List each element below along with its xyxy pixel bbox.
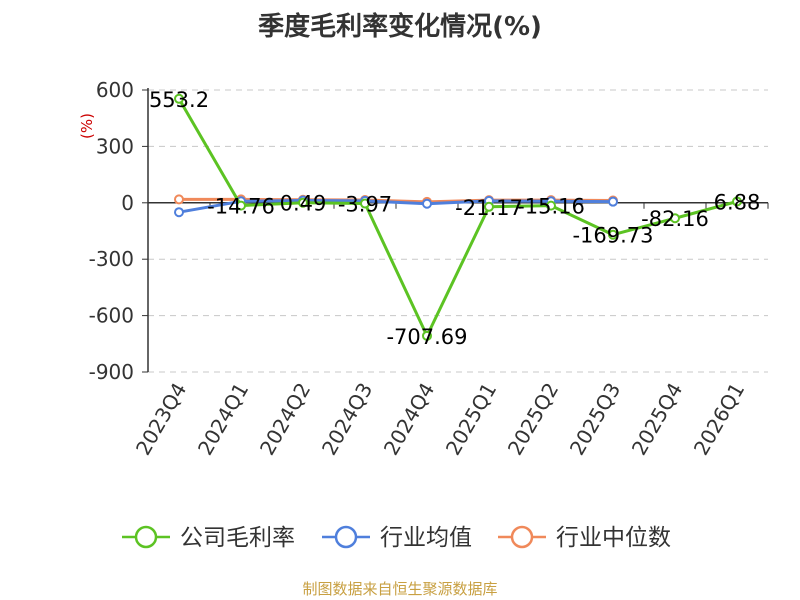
y-tick-label: 300 (96, 134, 134, 158)
y-tick-label: -600 (89, 304, 134, 328)
series-point-0 (236, 200, 246, 211)
series-point-0 (360, 198, 370, 209)
data-label-layer: 553.2 -14.76 0.49 -3.97 -707.69 -21.17-15.16 -… (149, 88, 760, 349)
y-tick-label: 0 (121, 191, 134, 215)
series-point-0 (298, 197, 308, 208)
series-point-0 (608, 229, 618, 240)
series-point-2 (174, 194, 184, 205)
series-point-0 (670, 213, 680, 224)
series-point-0 (732, 196, 742, 207)
x-tick-label: 2025Q3 (565, 379, 625, 460)
x-tick-label: 2024Q2 (255, 379, 315, 460)
legend-label: 行业中位数 (556, 525, 671, 551)
x-tick-label: 2024Q1 (193, 379, 253, 460)
series-line-0 (177, 98, 738, 338)
series-layer (174, 93, 742, 341)
data-label: -169.73 (572, 224, 653, 248)
legend: 公司毛利率 行业均值 行业中位数 (122, 525, 671, 551)
legend-swatch-marker (134, 525, 158, 549)
x-tick-label: 2025Q4 (627, 379, 687, 460)
series-point-0 (422, 330, 432, 341)
legend-label: 行业均值 (380, 525, 472, 551)
chart-title: 季度毛利率变化情况(%) (258, 12, 542, 42)
data-label: -15.16 (517, 195, 585, 219)
series-point-1 (608, 196, 618, 207)
y-tick-label: -900 (89, 360, 134, 384)
data-label: -3.97 (338, 193, 392, 217)
y-tick-label: -300 (89, 247, 134, 271)
data-label: -14.76 (207, 195, 275, 219)
data-label: 6.88 (714, 191, 761, 215)
x-tick-label: 2024Q4 (379, 379, 439, 460)
x-tick-label: 2023Q4 (131, 379, 191, 460)
data-label: -707.69 (386, 325, 467, 349)
series-point-1 (174, 207, 184, 218)
grid-layer (148, 89, 768, 373)
data-label: -21.17 (455, 196, 523, 220)
data-label: -82.16 (641, 207, 709, 231)
series-point-0 (174, 93, 184, 104)
x-tick-label: 2024Q3 (317, 379, 377, 460)
series-line-1 (178, 199, 614, 214)
x-tick-label: 2025Q2 (503, 379, 563, 460)
y-axis-label: (%) (78, 113, 96, 139)
x-tick-label: 2026Q1 (689, 379, 749, 460)
series-point-0 (484, 201, 494, 212)
source-note: 制图数据来自恒生聚源数据库 (302, 580, 498, 598)
axis-layer: 600 300 0 -300 -600 -900 (%) 2023Q4 2024Q1 2024Q2… (78, 78, 769, 460)
series-point-0 (546, 200, 556, 211)
x-tick-label: 2025Q1 (441, 379, 501, 460)
series-point-1 (422, 198, 432, 209)
legend-swatch-marker (334, 525, 358, 549)
y-tick-label: 600 (96, 78, 134, 102)
data-label: 0.49 (280, 192, 327, 216)
data-label: 553.2 (149, 88, 209, 112)
legend-label: 公司毛利率 (180, 525, 295, 551)
legend-swatch-marker (510, 525, 534, 549)
